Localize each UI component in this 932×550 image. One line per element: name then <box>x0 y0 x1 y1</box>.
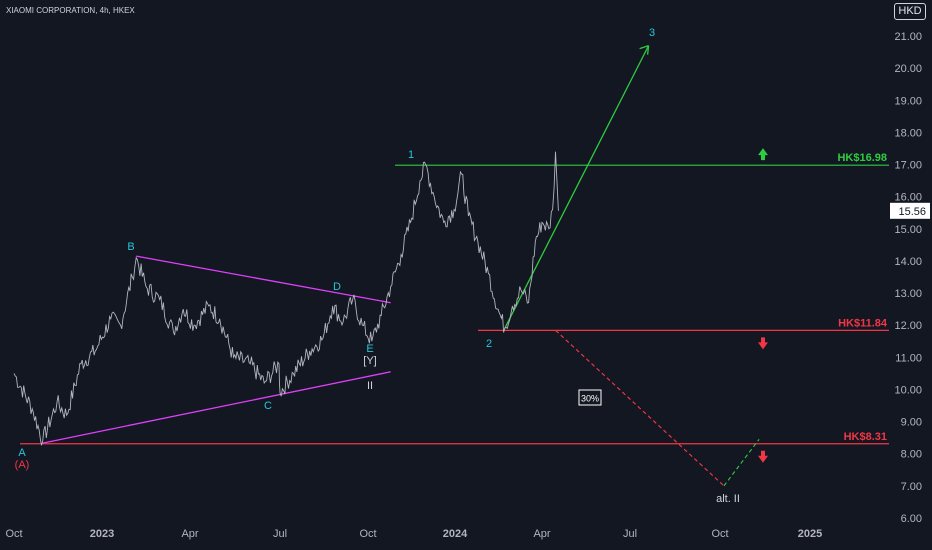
y-tick-label-9: 14.00 <box>894 256 922 268</box>
x-tick-label-7: Apr <box>533 528 550 540</box>
wave-label-3: B <box>127 241 134 253</box>
overlay-labels: 30% <box>578 389 602 406</box>
probability-text: 30% <box>581 394 599 404</box>
price-line <box>13 151 559 446</box>
y-tick-label-15: 20.00 <box>894 63 922 75</box>
up-arrow-icon <box>758 148 768 161</box>
x-tick-label-3: Apr <box>181 528 198 540</box>
triangle-upper-line <box>136 255 391 304</box>
x-tick-label-8: Jul <box>623 528 637 540</box>
x-tick-label-9: Oct <box>711 528 728 540</box>
y-tick-label-7: 12.00 <box>894 320 922 332</box>
y-tick-label-4: 9.00 <box>901 417 922 429</box>
y-tick-label-14: 19.00 <box>894 95 922 107</box>
x-tick-label-10: 2025 <box>798 528 822 540</box>
last-price-tag <box>890 202 930 219</box>
y-tick-label-16: 21.00 <box>894 31 922 43</box>
wave-label-9: 1 <box>408 149 414 161</box>
down-arrow-icon-1 <box>758 337 768 350</box>
x-tick-label-6: 2024 <box>443 528 468 540</box>
y-tick-label-12: 17.00 <box>894 160 922 172</box>
wave-label-12: alt. II <box>716 493 740 505</box>
wave-label-5: D <box>333 281 341 293</box>
wave-label-11: 3 <box>649 27 655 39</box>
triangle-lower-line <box>42 371 391 444</box>
x-tick-label-1: Oct <box>5 528 22 540</box>
y-axis[interactable]: 6.00 7.00 8.00 9.00 10.00 11.00 12.00 13.00 14.0… <box>890 31 930 525</box>
last-price-label: 15.56 <box>898 206 926 218</box>
wave-labels: A(A) B C D E[Y] II 1 2 3 alt. II <box>15 27 740 505</box>
wave-3-arrow <box>504 45 650 329</box>
wave-label-2: (A) <box>15 459 30 471</box>
wave-label-8: II <box>367 380 373 392</box>
probability-box <box>578 389 602 406</box>
wave-drawings <box>42 45 760 487</box>
level-label-2: HK$11.84 <box>838 317 888 329</box>
alt-ii-dashed-line <box>555 329 725 487</box>
wave-label-10: 2 <box>486 338 492 350</box>
wave-label-7: [Y] <box>363 355 376 367</box>
y-tick-label-2: 7.00 <box>901 481 922 493</box>
alt-rebound-dashed-line <box>723 438 760 487</box>
price-series <box>13 151 559 446</box>
x-tick-label-5: Oct <box>359 528 376 540</box>
level-label-3: HK$8.31 <box>844 431 887 443</box>
down-arrow-icon-2 <box>758 450 768 463</box>
wave-label-1: A <box>18 447 26 459</box>
symbol-title: XIAOMI CORPORATION, 4h, HKEX <box>6 6 135 15</box>
level-label-1: HK$16.98 <box>837 152 887 164</box>
y-tick-label-13: 18.00 <box>894 127 922 139</box>
y-tick-label-6: 11.00 <box>895 352 922 364</box>
y-tick-label-11: 16.00 <box>894 192 922 204</box>
y-tick-label-1: 6.00 <box>901 513 922 525</box>
level-lines: HK$16.98 HK$11.84 HK$8.31 <box>20 148 889 463</box>
y-tick-label-8: 13.00 <box>894 288 922 300</box>
x-tick-label-2: 2023 <box>90 528 114 540</box>
wave-3-arrowhead <box>639 45 650 55</box>
x-axis[interactable]: Oct 2023 Apr Jul Oct 2024 Apr Jul Oct 2025 <box>5 528 822 540</box>
y-tick-label-10: 15.00 <box>894 224 922 236</box>
y-tick-label-3: 8.00 <box>901 449 922 461</box>
x-tick-label-4: Jul <box>273 528 287 540</box>
wave-label-6: E <box>366 343 373 355</box>
wave-label-4: C <box>264 400 272 412</box>
y-tick-label-5: 10.00 <box>894 384 922 396</box>
currency-button[interactable]: HKD <box>894 3 926 20</box>
